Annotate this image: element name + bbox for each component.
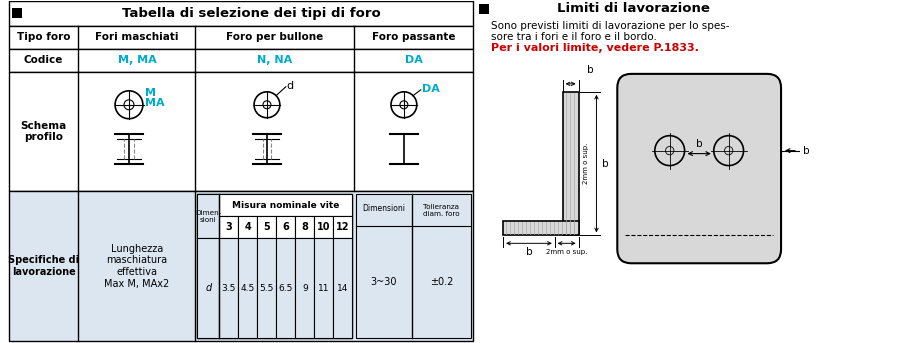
Bar	[257, 216, 277, 238]
Bar	[9, 26, 473, 49]
Bar	[9, 1, 473, 26]
Text: d: d	[287, 81, 294, 91]
Text: Schema
profilo: Schema profilo	[20, 121, 66, 142]
Bar	[257, 238, 277, 338]
Text: Foro passante: Foro passante	[372, 33, 455, 43]
Bar	[238, 216, 257, 238]
Bar	[356, 194, 471, 338]
Text: sore tra i fori e il foro e il bordo.: sore tra i fori e il foro e il bordo.	[491, 32, 657, 42]
Text: 4: 4	[244, 222, 251, 232]
Text: Codice: Codice	[24, 56, 64, 66]
Text: 9: 9	[301, 284, 308, 293]
Bar	[238, 238, 257, 338]
Bar	[219, 194, 352, 216]
Text: MA: MA	[145, 98, 164, 108]
Bar	[197, 194, 219, 238]
Text: 11: 11	[318, 284, 329, 293]
Text: b: b	[696, 139, 703, 149]
Bar	[562, 92, 579, 235]
Text: Specifiche di
lavorazione: Specifiche di lavorazione	[8, 256, 79, 277]
Text: b: b	[586, 65, 593, 75]
Bar	[197, 194, 352, 338]
Bar	[219, 238, 238, 338]
Bar	[479, 4, 490, 14]
Bar	[9, 191, 473, 341]
Text: b: b	[803, 146, 810, 156]
Text: Lunghezza
maschiatura
effettiva
Max M, MAx2: Lunghezza maschiatura effettiva Max M, M…	[104, 244, 170, 289]
Text: 6: 6	[282, 222, 290, 232]
Text: 4.5: 4.5	[241, 284, 254, 293]
Bar	[197, 238, 219, 338]
Text: Sono previsti limiti di lavorazione per lo spes-: Sono previsti limiti di lavorazione per …	[491, 21, 729, 31]
Text: 6.5: 6.5	[278, 284, 293, 293]
Text: ±0.2: ±0.2	[430, 277, 453, 287]
Bar	[478, 1, 922, 343]
Bar	[277, 216, 295, 238]
Text: 2mm o sup.: 2mm o sup.	[546, 249, 587, 255]
Text: Misura nominale vite: Misura nominale vite	[232, 201, 339, 210]
Bar	[9, 72, 473, 191]
Text: 2mm o sup.: 2mm o sup.	[583, 143, 588, 184]
Text: 8: 8	[301, 222, 308, 232]
Text: d: d	[206, 283, 211, 293]
Text: 3~30: 3~30	[371, 277, 397, 287]
Text: 14: 14	[337, 284, 349, 293]
Text: 3: 3	[225, 222, 232, 232]
Text: 10: 10	[317, 222, 331, 232]
Bar	[314, 216, 333, 238]
Text: Dimensioni: Dimensioni	[362, 204, 406, 213]
Text: 3.5: 3.5	[221, 284, 236, 293]
Bar	[12, 8, 22, 18]
Bar	[295, 238, 314, 338]
Bar	[277, 238, 295, 338]
Text: 12: 12	[336, 222, 349, 232]
Text: N, NA: N, NA	[257, 56, 292, 66]
Bar	[219, 216, 238, 238]
Bar	[295, 216, 314, 238]
Text: M, MA: M, MA	[117, 56, 157, 66]
Bar	[333, 216, 352, 238]
Text: Limiti di lavorazione: Limiti di lavorazione	[557, 2, 710, 15]
Bar	[503, 221, 579, 235]
Bar	[314, 238, 333, 338]
Text: Foro per bullone: Foro per bullone	[226, 33, 324, 43]
Bar	[9, 49, 473, 72]
Text: DA: DA	[405, 56, 423, 66]
Text: Tipo foro: Tipo foro	[17, 33, 70, 43]
Text: Dimen-
sioni: Dimen- sioni	[195, 210, 221, 223]
Text: Fori maschiati: Fori maschiati	[95, 33, 179, 43]
Text: Tabella di selezione dei tipi di foro: Tabella di selezione dei tipi di foro	[122, 7, 381, 20]
Text: 5.5: 5.5	[260, 284, 274, 293]
Text: Tolleranza
diam. foro: Tolleranza diam. foro	[423, 204, 460, 217]
FancyBboxPatch shape	[618, 74, 781, 263]
Bar	[333, 238, 352, 338]
Text: Per i valori limite, vedere P.1833.: Per i valori limite, vedere P.1833.	[491, 43, 699, 53]
Text: DA: DA	[421, 84, 440, 94]
Text: M: M	[145, 88, 156, 98]
Text: b: b	[526, 247, 532, 257]
Text: 5: 5	[264, 222, 270, 232]
Text: b: b	[602, 158, 609, 168]
